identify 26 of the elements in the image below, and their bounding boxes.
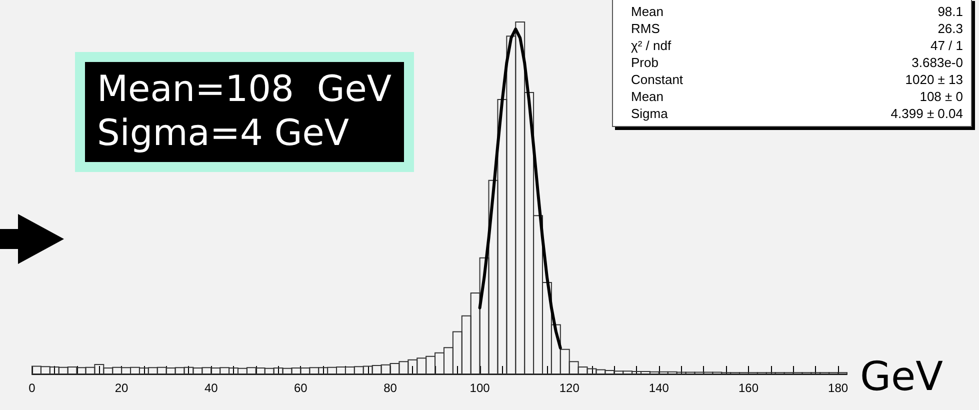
text: 26.3: [938, 20, 963, 37]
text: 98.1: [938, 3, 963, 20]
x-tick-label: 20: [114, 381, 129, 395]
annotation: Sigma: [631, 105, 668, 122]
text: 108 ± 0: [920, 88, 963, 105]
text: Mean: [631, 3, 664, 20]
x-tick-label: 40: [204, 381, 218, 395]
x-tick-label: 80: [384, 381, 398, 395]
annotation: RMS: [631, 20, 660, 37]
x-tick-label: 120: [559, 381, 580, 395]
x-tick-label: 140: [648, 381, 670, 395]
x-tick-label: 60: [294, 381, 308, 395]
annotation: Constant: [631, 71, 684, 88]
x-tick-label: 160: [738, 381, 759, 395]
annotation: Mean: [631, 88, 664, 105]
x-axis-title: GeV: [860, 354, 943, 400]
annotation: χ² / ndf: [631, 37, 672, 54]
text: 3.683e-0: [912, 54, 963, 71]
text: 1020 ± 13: [905, 71, 963, 88]
x-tick-label: 0: [28, 381, 36, 395]
annotation: Prob: [631, 54, 658, 71]
text: 47 / 1: [930, 37, 963, 54]
text: 4.399 ± 0.04: [890, 105, 963, 122]
x-tick-label: 180: [828, 381, 848, 395]
x-tick-label: 100: [470, 381, 490, 395]
annotation: Mean=108 GeV Sigma=4 GeV: [75, 52, 414, 172]
